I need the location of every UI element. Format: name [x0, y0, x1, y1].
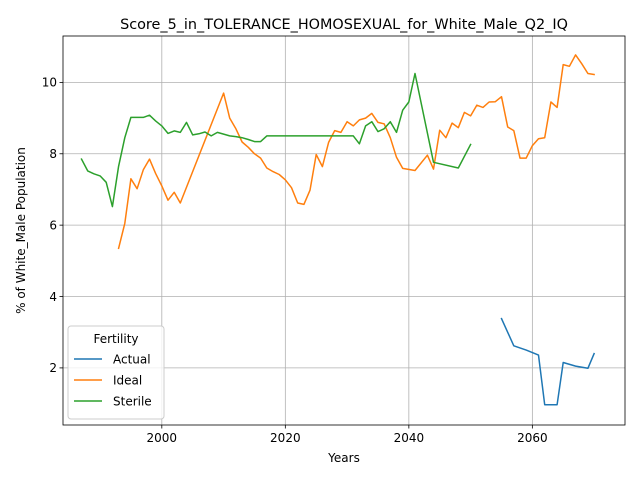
y-tick-label: 4	[49, 290, 57, 304]
chart-title: Score_5_in_TOLERANCE_HOMOSEXUAL_for_Whit…	[120, 17, 568, 33]
legend: Fertility Actual Ideal Sterile	[67, 325, 165, 420]
plot-frame	[62, 35, 626, 426]
series-line-actual	[500, 317, 596, 406]
legend-title: Fertility	[93, 332, 138, 346]
legend-box	[67, 325, 165, 420]
legend-label-ideal: Ideal	[113, 373, 142, 387]
series-line-ideal	[117, 54, 595, 250]
y-axis-title: % of White_Male Population	[14, 147, 28, 314]
x-tick-label: 2000	[147, 431, 178, 445]
x-axis: 2000 2020 2040 2060	[147, 425, 548, 445]
legend-label-sterile: Sterile	[113, 394, 152, 408]
x-axis-title: Years	[327, 451, 360, 465]
series-line-sterile	[80, 72, 472, 208]
x-tick-label: 2020	[270, 431, 301, 445]
y-tick-label: 8	[49, 147, 57, 161]
y-axis: 2 4 6 8 10	[42, 76, 63, 375]
x-tick-label: 2060	[517, 431, 548, 445]
series-layer	[80, 54, 596, 406]
x-tick-label: 2040	[394, 431, 425, 445]
y-tick-label: 10	[42, 76, 57, 90]
legend-label-actual: Actual	[113, 352, 151, 366]
y-tick-label: 2	[49, 361, 57, 375]
y-tick-label: 6	[49, 218, 57, 232]
